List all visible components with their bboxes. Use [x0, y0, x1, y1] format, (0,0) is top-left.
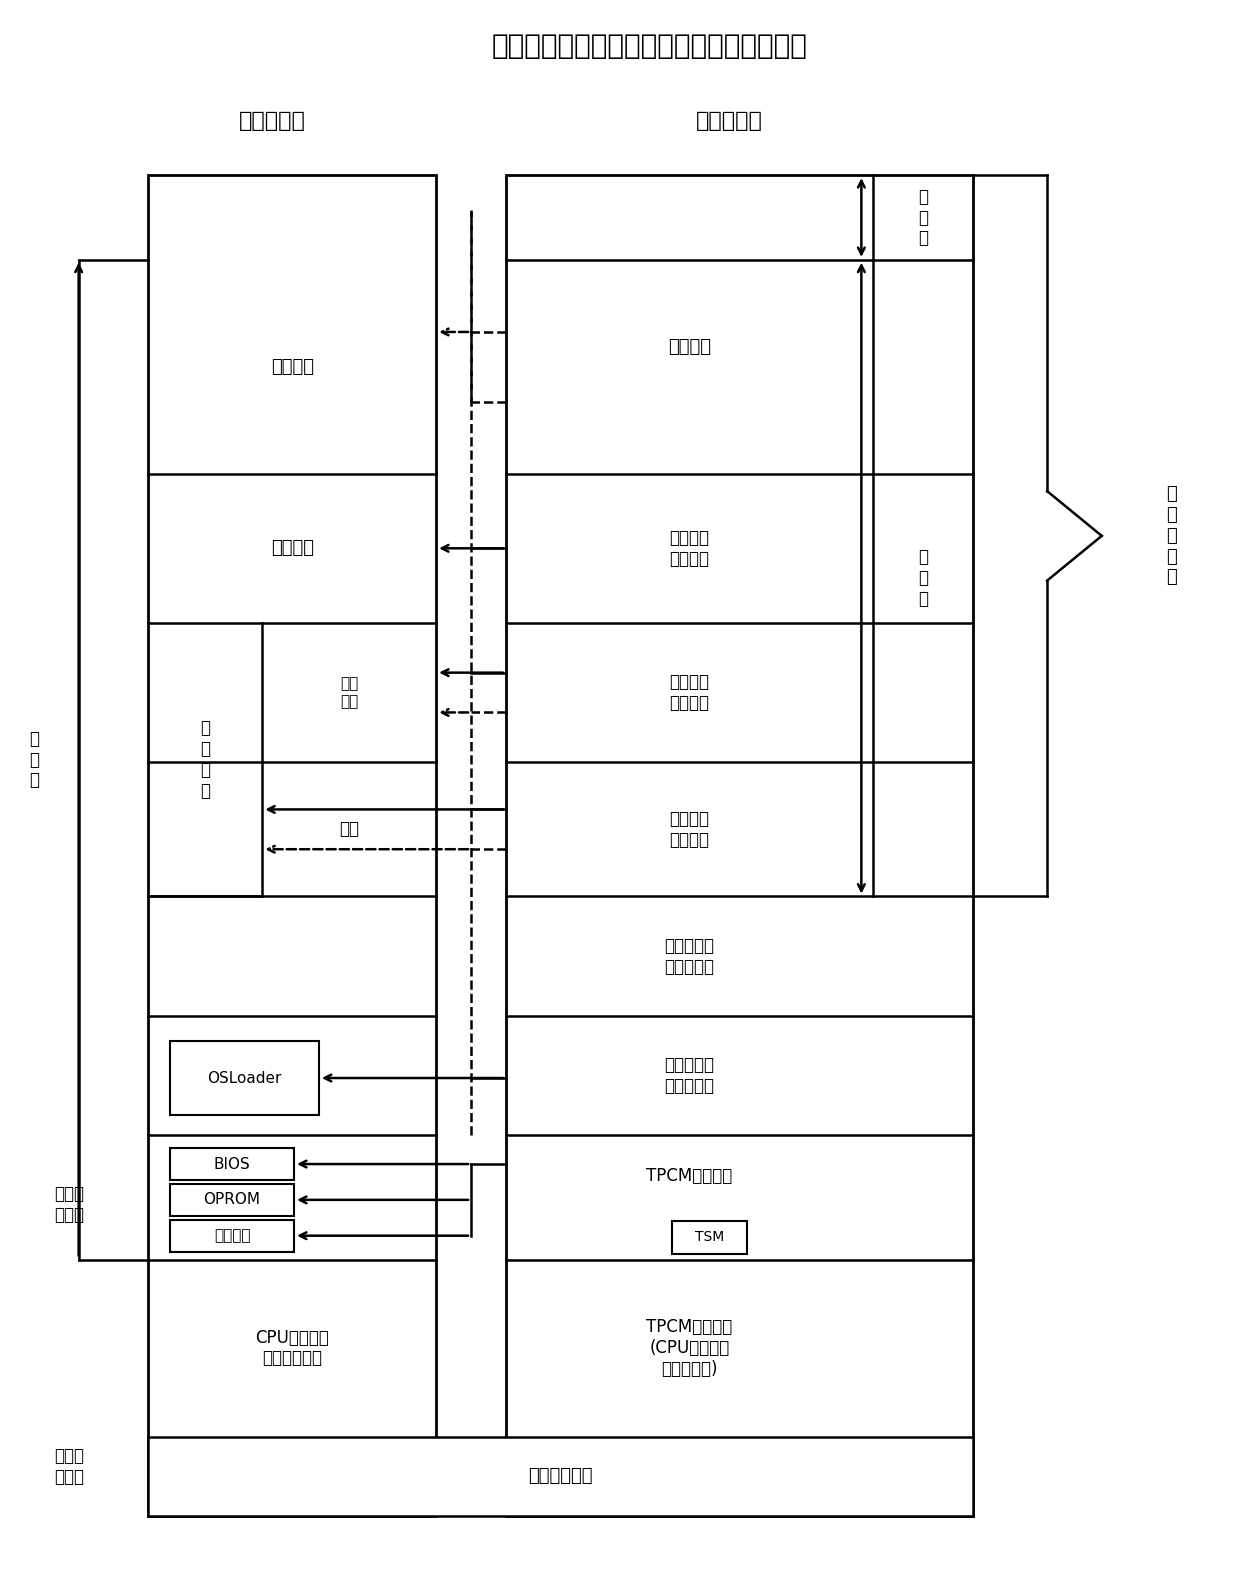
Text: 系统验证
度量模块: 系统验证 度量模块: [670, 673, 709, 712]
Text: CPU、内存、
硬盘、外设等: CPU、内存、 硬盘、外设等: [255, 1329, 329, 1368]
Text: 独有硬
件资源: 独有硬 件资源: [53, 1186, 84, 1224]
Text: 可信密码模块: 可信密码模块: [528, 1468, 593, 1485]
Text: 计算与防护并行双体系结构的可信计算平台: 计算与防护并行双体系结构的可信计算平台: [492, 32, 807, 60]
Text: TSM: TSM: [694, 1231, 724, 1245]
Text: 防护子系统: 防护子系统: [696, 110, 763, 131]
Text: 可
信
软
件
基: 可 信 软 件 基: [1166, 486, 1177, 586]
Bar: [170, 1041, 319, 1116]
Text: 系统
服务: 系统 服务: [340, 677, 358, 708]
Text: 初始环境验
证度量模块: 初始环境验 证度量模块: [665, 1055, 714, 1095]
Bar: [149, 175, 436, 1516]
Text: TPCM硬件平台
(CPU、内存、
持久性存储): TPCM硬件平台 (CPU、内存、 持久性存储): [646, 1318, 733, 1379]
Bar: [170, 1148, 294, 1180]
Text: 应用代码
度量模块: 应用代码 度量模块: [670, 529, 709, 568]
Text: 系统引导验
证度量模块: 系统引导验 证度量模块: [665, 936, 714, 976]
Text: 内核: 内核: [340, 820, 360, 839]
Text: OSLoader: OSLoader: [207, 1070, 281, 1086]
Text: 计算子系统: 计算子系统: [239, 110, 306, 131]
Text: OPROM: OPROM: [203, 1192, 260, 1207]
Bar: [672, 1221, 746, 1253]
Text: 硬件配置: 硬件配置: [213, 1227, 250, 1243]
Text: BIOS: BIOS: [213, 1156, 250, 1172]
Text: 操
作
系
统: 操 作 系 统: [201, 720, 211, 799]
Bar: [149, 1436, 972, 1516]
Text: 信
任
链: 信 任 链: [29, 729, 38, 790]
Text: TPCM操作系统: TPCM操作系统: [646, 1167, 733, 1184]
Text: 应用执行: 应用执行: [270, 358, 314, 376]
Text: 共享硬
件资源: 共享硬 件资源: [53, 1447, 84, 1485]
Text: 控
制
层: 控 制 层: [918, 188, 928, 247]
Bar: [506, 175, 972, 1516]
Text: 内核验证
度量模块: 内核验证 度量模块: [670, 810, 709, 849]
Bar: [170, 1219, 294, 1251]
Text: 基
本
层: 基 本 层: [918, 548, 928, 608]
Bar: [170, 1184, 294, 1216]
Text: 应用装载: 应用装载: [270, 540, 314, 557]
Text: 动态度量: 动态度量: [668, 338, 711, 357]
